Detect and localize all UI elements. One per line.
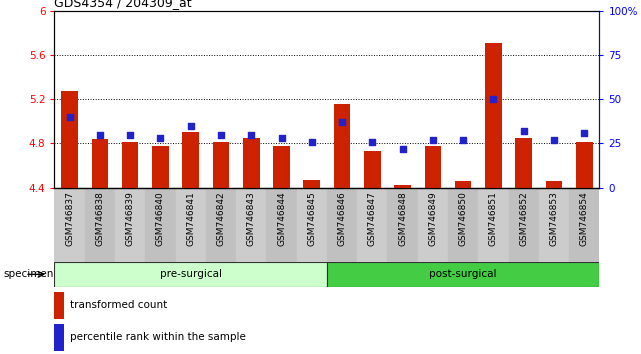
Bar xyxy=(334,104,351,188)
Bar xyxy=(62,91,78,188)
Bar xyxy=(54,188,85,262)
Bar xyxy=(115,188,146,262)
Bar xyxy=(387,188,418,262)
Bar xyxy=(545,181,562,188)
Bar xyxy=(152,145,169,188)
Bar xyxy=(85,188,115,262)
Point xyxy=(155,135,165,141)
Bar xyxy=(576,142,592,188)
Text: GSM746845: GSM746845 xyxy=(307,191,316,246)
Bar xyxy=(213,142,229,188)
Text: GSM746852: GSM746852 xyxy=(519,191,528,246)
Bar xyxy=(146,188,176,262)
Bar xyxy=(364,151,381,188)
Point xyxy=(488,96,499,102)
Bar xyxy=(236,188,267,262)
Text: GSM746849: GSM746849 xyxy=(428,191,437,246)
Point xyxy=(458,137,469,143)
Point xyxy=(246,132,256,137)
Text: GSM746838: GSM746838 xyxy=(96,191,104,246)
Point xyxy=(579,130,589,136)
Point xyxy=(216,132,226,137)
Bar xyxy=(122,142,138,188)
Bar xyxy=(448,188,478,262)
Point xyxy=(125,132,135,137)
Bar xyxy=(478,188,508,262)
Text: GSM746840: GSM746840 xyxy=(156,191,165,246)
Bar xyxy=(92,139,108,188)
Text: GSM746846: GSM746846 xyxy=(338,191,347,246)
Point xyxy=(367,139,378,144)
Text: specimen: specimen xyxy=(3,269,54,279)
Bar xyxy=(569,188,599,262)
Text: GSM746847: GSM746847 xyxy=(368,191,377,246)
Point xyxy=(519,128,529,134)
Point xyxy=(306,139,317,144)
Text: GDS4354 / 204309_at: GDS4354 / 204309_at xyxy=(54,0,192,10)
Bar xyxy=(183,132,199,188)
Bar xyxy=(267,188,297,262)
Bar xyxy=(206,188,236,262)
FancyBboxPatch shape xyxy=(54,262,327,287)
Point xyxy=(428,137,438,143)
Bar xyxy=(485,43,502,188)
Bar xyxy=(273,145,290,188)
Bar xyxy=(303,180,320,188)
FancyBboxPatch shape xyxy=(327,262,599,287)
Bar xyxy=(357,188,387,262)
Bar xyxy=(515,138,532,188)
Text: GSM746850: GSM746850 xyxy=(458,191,468,246)
Bar xyxy=(243,138,260,188)
Point xyxy=(65,114,75,120)
Bar xyxy=(418,188,448,262)
Text: GSM746851: GSM746851 xyxy=(489,191,498,246)
Text: GSM746839: GSM746839 xyxy=(126,191,135,246)
Text: GSM746843: GSM746843 xyxy=(247,191,256,246)
Text: GSM746842: GSM746842 xyxy=(217,191,226,246)
Text: percentile rank within the sample: percentile rank within the sample xyxy=(70,332,246,342)
Text: transformed count: transformed count xyxy=(70,300,167,310)
Text: GSM746853: GSM746853 xyxy=(549,191,558,246)
Bar xyxy=(394,185,411,188)
Text: post-surgical: post-surgical xyxy=(429,269,497,279)
Text: GSM746854: GSM746854 xyxy=(579,191,588,246)
Point xyxy=(95,132,105,137)
Point xyxy=(549,137,559,143)
Point xyxy=(186,123,196,129)
Bar xyxy=(327,188,357,262)
Bar xyxy=(455,181,471,188)
Text: GSM746841: GSM746841 xyxy=(186,191,196,246)
Bar xyxy=(54,324,64,351)
Bar xyxy=(297,188,327,262)
Text: GSM746848: GSM746848 xyxy=(398,191,407,246)
Text: GSM746844: GSM746844 xyxy=(277,191,286,246)
Point xyxy=(397,146,408,152)
Bar xyxy=(176,188,206,262)
Text: pre-surgical: pre-surgical xyxy=(160,269,222,279)
Bar xyxy=(54,292,64,319)
Point xyxy=(276,135,287,141)
Bar xyxy=(424,145,441,188)
Bar xyxy=(539,188,569,262)
Point xyxy=(337,119,347,125)
Text: GSM746837: GSM746837 xyxy=(65,191,74,246)
Bar xyxy=(508,188,539,262)
